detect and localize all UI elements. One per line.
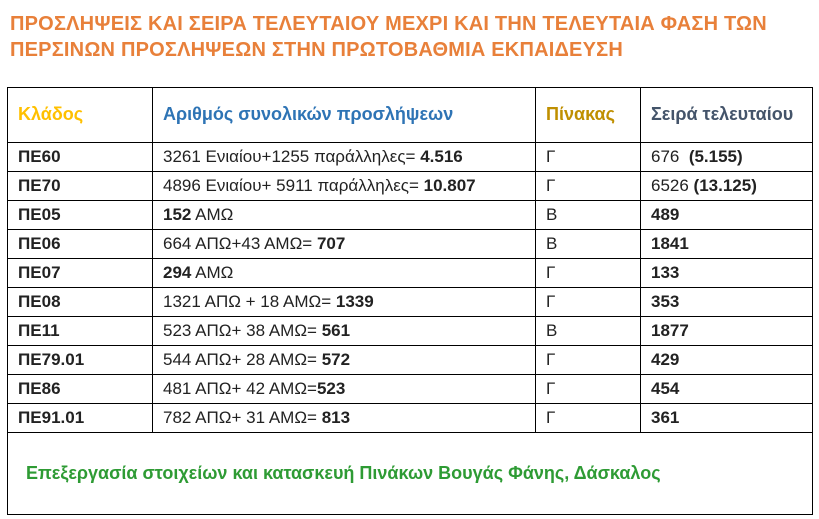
cell-seira: 1877 — [640, 315, 813, 346]
table-row: ΠΕ11 523 ΑΠΩ+ 38 ΑΜΩ= 561 Β 1877 — [7, 315, 813, 346]
cell-total-hirings: 294 ΑΜΩ — [152, 257, 536, 288]
cell-text-bold: 152 — [163, 204, 192, 224]
cell-seira: 489 — [640, 199, 813, 230]
cell-total-hirings: 481 ΑΠΩ+ 42 ΑΜΩ=523 — [152, 373, 536, 404]
cell-klados: ΠΕ86 — [7, 373, 153, 404]
cell-total-hirings: 782 ΑΠΩ+ 31 ΑΜΩ= 813 — [152, 402, 536, 433]
cell-text-bold: 707 — [316, 233, 346, 253]
cell-pinakas: Γ — [535, 170, 641, 201]
cell-text-bold: 523 — [316, 378, 346, 398]
page-title: ΠΡΟΣΛΗΨΕΙΣ ΚΑΙ ΣΕΙΡΑ ΤΕΛΕΥΤΑΙΟΥ ΜΕΧΡΙ ΚΑ… — [10, 13, 767, 62]
cell-text: 664 ΑΠΩ+43 ΑΜΩ= — [163, 233, 317, 253]
cell-text-bold: 454 — [651, 378, 680, 398]
hirings-table: Κλάδος Αριθμός συνολικών προσλήψεων Πίνα… — [7, 86, 813, 515]
table-row: ΠΕ91.01 782 ΑΠΩ+ 31 ΑΜΩ= 813 Γ 361 — [7, 402, 813, 433]
cell-text: 4896 Ενιαίου+ 5911 παράλληλες= — [163, 175, 424, 195]
cell-seira: 676 (5.155) — [640, 141, 813, 172]
footer-row: Επεξεργασία στοιχείων και κατασκευή Πινά… — [7, 431, 813, 515]
cell-text-bold: 813 — [321, 407, 351, 427]
cell-seira: 429 — [640, 344, 813, 375]
cell-text: 544 ΑΠΩ+ 28 ΑΜΩ= — [163, 349, 322, 369]
cell-text: 523 ΑΠΩ+ 38 ΑΜΩ= — [163, 320, 322, 340]
cell-seira: 133 — [640, 257, 813, 288]
table-row: ΠΕ70 4896 Ενιαίου+ 5911 παράλληλες= 10.80… — [7, 170, 813, 201]
cell-total-hirings: 1321 ΑΠΩ + 18 ΑΜΩ= 1339 — [152, 286, 536, 317]
cell-pinakas: Γ — [535, 286, 641, 317]
column-header-total-hirings: Αριθμός συνολικών προσλήψεων — [152, 86, 536, 143]
cell-pinakas: Γ — [535, 344, 641, 375]
cell-pinakas: Γ — [535, 141, 641, 172]
table-row: ΠΕ06 664 ΑΠΩ+43 ΑΜΩ= 707 Β 1841 — [7, 228, 813, 259]
cell-text-bold: 1339 — [335, 291, 374, 311]
cell-seira: 454 — [640, 373, 813, 404]
cell-text: 6526 — [651, 175, 694, 195]
cell-pinakas: Β — [535, 199, 641, 230]
cell-pinakas: Γ — [535, 373, 641, 404]
table-row: ΠΕ86 481 ΑΠΩ+ 42 ΑΜΩ=523 Γ 454 — [7, 373, 813, 404]
table-row: ΠΕ60 3261 Ενιαίου+1255 παράλληλες= 4.516 Γ… — [7, 141, 813, 172]
cell-seira: 361 — [640, 402, 813, 433]
cell-text-bold: 353 — [651, 291, 680, 311]
cell-total-hirings: 4896 Ενιαίου+ 5911 παράλληλες= 10.807 — [152, 170, 536, 201]
column-header-klados: Κλάδος — [7, 86, 153, 143]
cell-klados: ΠΕ70 — [7, 170, 153, 201]
cell-total-hirings: 544 ΑΠΩ+ 28 ΑΜΩ= 572 — [152, 344, 536, 375]
cell-text-bold: 133 — [651, 262, 680, 282]
cell-klados: ΠΕ06 — [7, 228, 153, 259]
column-header-pinakas: Πίνακας — [535, 86, 641, 143]
cell-klados: ΠΕ07 — [7, 257, 153, 288]
cell-text-bold: 489 — [651, 204, 680, 224]
cell-text: 3261 Ενιαίου+1255 παράλληλες= — [163, 146, 421, 166]
table-body: ΠΕ60 3261 Ενιαίου+1255 παράλληλες= 4.516 Γ… — [7, 141, 813, 433]
cell-text-bold: 10.807 — [423, 175, 476, 195]
cell-text: 481 ΑΠΩ+ 42 ΑΜΩ= — [163, 378, 317, 398]
cell-text: 782 ΑΠΩ+ 31 ΑΜΩ= — [163, 407, 322, 427]
cell-text: ΑΜΩ — [191, 262, 234, 282]
cell-text-bold: (5.155) — [688, 146, 743, 166]
table-row: ΠΕ79.01 544 ΑΠΩ+ 28 ΑΜΩ= 572 Γ 429 — [7, 344, 813, 375]
cell-text-bold: 294 — [163, 262, 192, 282]
table-row: ΠΕ07 294 ΑΜΩ Γ 133 — [7, 257, 813, 288]
cell-text-bold: 572 — [321, 349, 351, 369]
column-header-seira: Σειρά τελευταίου — [640, 86, 813, 143]
table-row: ΠΕ08 1321 ΑΠΩ + 18 ΑΜΩ= 1339 Γ 353 — [7, 286, 813, 317]
cell-klados: ΠΕ11 — [7, 315, 153, 346]
cell-text: 676 — [651, 146, 689, 166]
cell-total-hirings: 523 ΑΠΩ+ 38 ΑΜΩ= 561 — [152, 315, 536, 346]
table-footer-credit: Επεξεργασία στοιχείων και κατασκευή Πινά… — [7, 431, 813, 515]
cell-text-bold: 361 — [651, 407, 680, 427]
cell-klados: ΠΕ91.01 — [7, 402, 153, 433]
cell-text-bold: 561 — [321, 320, 351, 340]
cell-pinakas: Β — [535, 228, 641, 259]
cell-text: ΑΜΩ — [191, 204, 234, 224]
cell-total-hirings: 664 ΑΠΩ+43 ΑΜΩ= 707 — [152, 228, 536, 259]
cell-pinakas: Γ — [535, 402, 641, 433]
cell-klados: ΠΕ05 — [7, 199, 153, 230]
cell-seira: 1841 — [640, 228, 813, 259]
cell-klados: ΠΕ79.01 — [7, 344, 153, 375]
header-row: Κλάδος Αριθμός συνολικών προσλήψεων Πίνα… — [7, 86, 813, 143]
cell-text-bold: 1841 — [651, 233, 689, 253]
cell-klados: ΠΕ08 — [7, 286, 153, 317]
cell-seira: 6526 (13.125) — [640, 170, 813, 201]
cell-pinakas: Β — [535, 315, 641, 346]
cell-klados: ΠΕ60 — [7, 141, 153, 172]
cell-pinakas: Γ — [535, 257, 641, 288]
cell-text-bold: (13.125) — [693, 175, 757, 195]
cell-text-bold: 4.516 — [420, 146, 463, 166]
cell-total-hirings: 3261 Ενιαίου+1255 παράλληλες= 4.516 — [152, 141, 536, 172]
table-row: ΠΕ05 152 ΑΜΩ Β 489 — [7, 199, 813, 230]
cell-seira: 353 — [640, 286, 813, 317]
cell-text-bold: 1877 — [651, 320, 689, 340]
cell-text: 1321 ΑΠΩ + 18 ΑΜΩ= — [163, 291, 336, 311]
cell-text-bold: 429 — [651, 349, 680, 369]
cell-total-hirings: 152 ΑΜΩ — [152, 199, 536, 230]
